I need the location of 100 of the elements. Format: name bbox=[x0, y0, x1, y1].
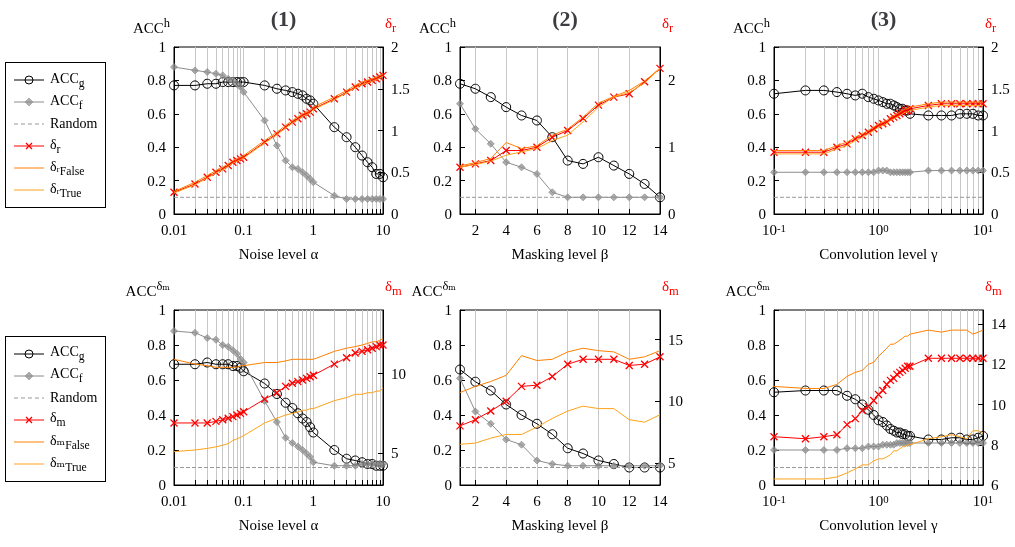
x-tick-label: 10 bbox=[590, 492, 606, 509]
chart-title: (3) bbox=[870, 5, 897, 31]
y2-axis-title: δ$_{m}$ bbox=[985, 277, 1002, 300]
y2-tick-label: 8 bbox=[991, 436, 999, 453]
x-tick-label: 12 bbox=[621, 492, 637, 509]
x-tick-label: 14 bbox=[652, 492, 668, 509]
y-tick-label: 0.2 bbox=[747, 442, 766, 458]
x-tick-label: 0.01 bbox=[160, 492, 188, 509]
y2-tick-label: 1.5 bbox=[991, 80, 1010, 97]
y-tick-label: 0.4 bbox=[747, 139, 767, 156]
x-axis-title: Noise level α bbox=[238, 245, 319, 262]
y-tick-label: 0.4 bbox=[147, 407, 167, 423]
y2-tick-label: 10 bbox=[991, 396, 1006, 413]
y2-tick-label: 10 bbox=[668, 393, 683, 410]
y2-tick-label: 2 bbox=[668, 72, 676, 89]
legend-label: Random bbox=[50, 389, 98, 406]
y-tick-label: 0.2 bbox=[147, 172, 166, 189]
x-tick-label: 12 bbox=[621, 221, 637, 238]
legend-label: δ$_{m}$ bbox=[50, 410, 66, 429]
y-tick-label: 0.8 bbox=[433, 337, 452, 353]
y-tick-label: 0 bbox=[444, 206, 452, 222]
y2-axis-title: δ$_{r}$ bbox=[985, 14, 997, 37]
legend-label: δ$_{r}$ bbox=[50, 136, 61, 156]
y-tick-label: 0.6 bbox=[147, 105, 167, 122]
x-axis-title: Convolution level γ bbox=[819, 516, 939, 533]
y2-tick-label: 0.5 bbox=[391, 164, 410, 181]
y-axis-title: ACC$^{δₘ}$ bbox=[411, 278, 456, 301]
x-axis-title: Convolution level γ bbox=[819, 245, 939, 262]
y-tick-label: 0.8 bbox=[747, 72, 766, 89]
x-tick-label: 1 bbox=[309, 221, 318, 238]
y-axis-title: ACC$^{δₘ}$ bbox=[125, 278, 170, 301]
x-tick-label: 4 bbox=[502, 221, 511, 238]
y-tick-label: 1 bbox=[158, 302, 166, 318]
y2-tick-label: 14 bbox=[991, 316, 1007, 333]
x-tick-label: 1 bbox=[309, 492, 318, 509]
y-tick-label: 0.2 bbox=[147, 442, 166, 458]
y2-tick-label: 6 bbox=[991, 477, 999, 493]
y2-tick-label: 15 bbox=[668, 331, 683, 348]
y2-axis-title: δ$_{m}$ bbox=[662, 277, 679, 300]
chart-title: (2) bbox=[552, 5, 578, 31]
y2-tick-label: 2 bbox=[991, 39, 999, 55]
y-axis-title: ACC$^{h}$ bbox=[132, 15, 170, 38]
y-tick-label: 0.6 bbox=[747, 105, 767, 122]
y-tick-label: 0.6 bbox=[747, 372, 767, 388]
y2-tick-label: 1 bbox=[668, 139, 676, 156]
legend-label: δᵣ$_{True}$ bbox=[50, 180, 82, 200]
y-tick-label: 0.8 bbox=[433, 72, 452, 89]
legend-label: δₘ$_{True}$ bbox=[50, 453, 87, 474]
x-tick-label: 2 bbox=[471, 221, 480, 238]
y-tick-label: 0.6 bbox=[433, 372, 453, 388]
x-tick-label: 0.1 bbox=[234, 492, 254, 509]
x-tick-label: 10 bbox=[590, 221, 606, 238]
y2-tick-label: 10 bbox=[391, 365, 406, 382]
legend-label: ACC$_{g}$ bbox=[50, 344, 85, 363]
x-axis-title: Masking level β bbox=[511, 516, 609, 533]
y2-axis-title: δ$_{r}$ bbox=[662, 14, 674, 37]
y-tick-label: 0.4 bbox=[747, 407, 767, 423]
y-axis-title: ACC$^{h}$ bbox=[418, 15, 456, 38]
y2-tick-label: 0.5 bbox=[991, 164, 1010, 181]
x-axis-title: Masking level β bbox=[511, 245, 609, 262]
legend-label: δₘ$_{False}$ bbox=[50, 431, 90, 452]
legend-label: ACC$_{f}$ bbox=[50, 366, 83, 385]
y-tick-label: 0.6 bbox=[433, 105, 453, 122]
x-tick-label: 14 bbox=[652, 221, 668, 238]
y-tick-label: 1 bbox=[758, 39, 766, 55]
x-tick-label: 4 bbox=[502, 492, 511, 509]
chart-title: (1) bbox=[270, 5, 297, 31]
y-tick-label: 0.8 bbox=[147, 337, 166, 353]
x-tick-label: 2 bbox=[471, 492, 480, 509]
y-tick-label: 0.2 bbox=[747, 172, 766, 189]
y-axis-title: ACC$^{h}$ bbox=[732, 15, 770, 38]
y-tick-label: 0.2 bbox=[433, 172, 452, 189]
y2-tick-label: 1 bbox=[391, 122, 399, 139]
x-tick-label: 10 bbox=[375, 221, 391, 238]
y-tick-label: 0 bbox=[758, 206, 766, 222]
x-tick-label: 6 bbox=[533, 492, 542, 509]
x-tick-label: 6 bbox=[533, 221, 542, 238]
legend-label: ACC$_{f}$ bbox=[50, 92, 83, 112]
legend-label: ACC$_{g}$ bbox=[50, 70, 85, 90]
y2-tick-label: 1.5 bbox=[391, 80, 410, 97]
y2-tick-label: 0 bbox=[391, 206, 399, 222]
y2-tick-label: 5 bbox=[391, 445, 399, 462]
y-tick-label: 0 bbox=[444, 477, 452, 493]
y-tick-label: 0.4 bbox=[147, 139, 167, 156]
legend-label: δᵣ$_{False}$ bbox=[50, 158, 85, 178]
y-tick-label: 0.4 bbox=[433, 139, 453, 156]
x-tick-label: 8 bbox=[563, 492, 572, 509]
y2-axis-title: δ$_{m}$ bbox=[385, 277, 402, 300]
y-tick-label: 1 bbox=[444, 302, 452, 318]
y-tick-label: 1 bbox=[158, 39, 166, 55]
y-tick-label: 1 bbox=[758, 302, 766, 318]
y2-tick-label: 0 bbox=[991, 206, 999, 222]
x-tick-label: 8 bbox=[563, 221, 572, 238]
y2-tick-label: 1 bbox=[991, 122, 999, 139]
y-tick-label: 0.6 bbox=[147, 372, 167, 388]
y2-tick-label: 5 bbox=[668, 454, 676, 471]
y2-tick-label: 0 bbox=[668, 206, 676, 222]
x-axis-title: Noise level α bbox=[238, 516, 319, 533]
y-tick-label: 0 bbox=[758, 477, 766, 493]
y-axis-title: ACC$^{δₘ}$ bbox=[725, 278, 770, 301]
